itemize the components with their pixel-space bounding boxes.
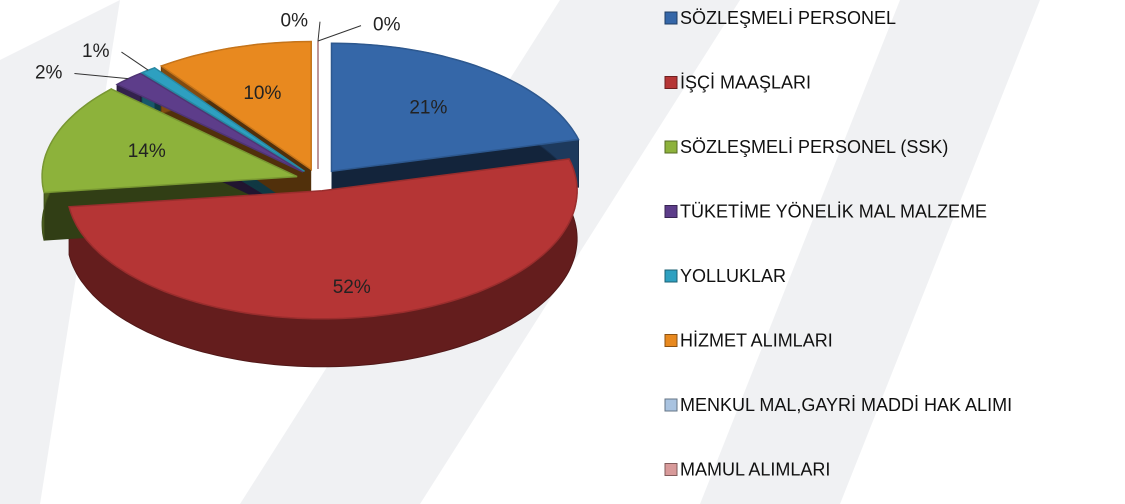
leader-line bbox=[317, 21, 321, 42]
legend-label: MENKUL MAL,GAYRİ MADDİ HAK ALIMI bbox=[680, 395, 1012, 415]
leader-line bbox=[74, 72, 129, 80]
data-label: 0% bbox=[373, 15, 401, 36]
legend-swatch bbox=[664, 398, 678, 412]
leader-line bbox=[317, 25, 362, 42]
legend-label: HİZMET ALIMLARI bbox=[680, 330, 833, 350]
legend-label: SÖZLEŞMELİ PERSONEL (SSK) bbox=[680, 137, 948, 157]
legend-swatch bbox=[664, 76, 678, 89]
data-label: 10% bbox=[243, 83, 281, 104]
slice bbox=[41, 88, 298, 194]
leader-line bbox=[121, 51, 149, 71]
legend-swatch bbox=[664, 269, 678, 283]
data-label: 52% bbox=[333, 277, 371, 298]
legend-label: MAMUL ALIMLARI bbox=[680, 459, 830, 479]
legend-swatch bbox=[664, 11, 678, 25]
slice bbox=[159, 40, 312, 171]
legend-label: YOLLUKLAR bbox=[680, 266, 786, 286]
legend-label: TÜKETİME YÖNELİK MAL MALZEME bbox=[680, 201, 987, 221]
data-label: 14% bbox=[128, 141, 166, 162]
data-label: 1% bbox=[82, 41, 110, 62]
legend-swatch bbox=[664, 205, 678, 218]
legend-swatch bbox=[664, 140, 678, 154]
legend-swatch bbox=[664, 463, 678, 476]
data-label: 21% bbox=[409, 98, 447, 119]
legend-swatch bbox=[664, 334, 678, 347]
legend-label: SÖZLEŞMELİ PERSONEL bbox=[680, 8, 896, 28]
slice bbox=[115, 72, 304, 173]
data-label: 2% bbox=[35, 62, 63, 83]
data-label: 0% bbox=[281, 11, 309, 32]
legend: SÖZLEŞMELİ PERSONEL İŞÇİ MAAŞLARI SÖZLEŞME… bbox=[664, 8, 1012, 479]
slice bbox=[330, 42, 580, 173]
legend-label: İŞÇİ MAAŞLARI bbox=[680, 72, 811, 92]
slice bbox=[68, 158, 578, 320]
